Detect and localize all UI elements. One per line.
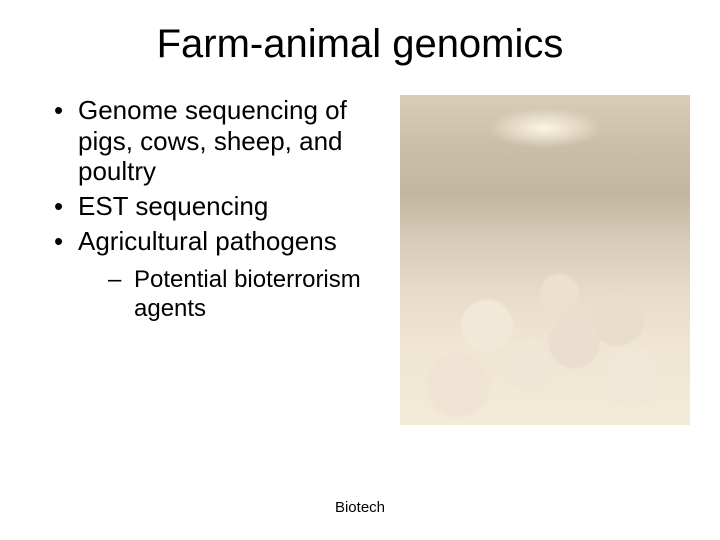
bullet-item: EST sequencing	[52, 191, 400, 222]
bullet-list: Genome sequencing of pigs, cows, sheep, …	[52, 95, 400, 324]
bullet-item: Genome sequencing of pigs, cows, sheep, …	[52, 95, 400, 187]
sub-bullet-item: Potential bioterrorism agents	[104, 266, 400, 324]
slide: Farm-animal genomics Genome sequencing o…	[0, 0, 720, 540]
bullet-item: Agricultural pathogens Potential bioterr…	[52, 226, 400, 324]
slide-title: Farm-animal genomics	[30, 22, 690, 67]
content-row: Genome sequencing of pigs, cows, sheep, …	[30, 95, 690, 425]
text-column: Genome sequencing of pigs, cows, sheep, …	[30, 95, 400, 328]
image-column	[400, 95, 690, 425]
bullet-item-label: Agricultural pathogens	[78, 226, 337, 256]
slide-footer: Biotech	[0, 499, 720, 516]
sub-bullet-list: Potential bioterrorism agents	[104, 266, 400, 324]
poultry-farm-image	[400, 95, 690, 425]
